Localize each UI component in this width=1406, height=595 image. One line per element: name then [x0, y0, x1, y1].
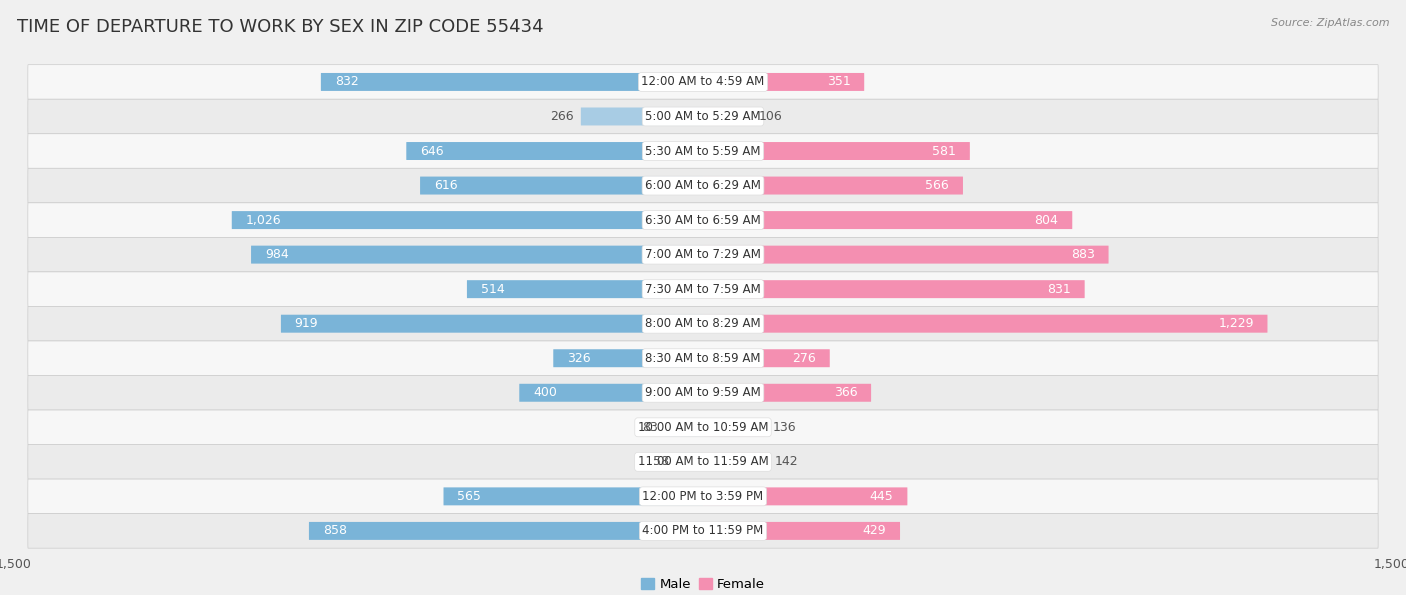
- Text: 400: 400: [533, 386, 557, 399]
- FancyBboxPatch shape: [28, 375, 1378, 410]
- Text: 883: 883: [1071, 248, 1095, 261]
- Legend: Male, Female: Male, Female: [636, 572, 770, 595]
- FancyBboxPatch shape: [703, 73, 865, 91]
- FancyBboxPatch shape: [28, 99, 1378, 134]
- FancyBboxPatch shape: [28, 444, 1378, 479]
- Text: 12:00 PM to 3:59 PM: 12:00 PM to 3:59 PM: [643, 490, 763, 503]
- Text: 566: 566: [925, 179, 949, 192]
- Text: 351: 351: [827, 76, 851, 89]
- FancyBboxPatch shape: [554, 349, 703, 367]
- Text: 8:30 AM to 8:59 AM: 8:30 AM to 8:59 AM: [645, 352, 761, 365]
- FancyBboxPatch shape: [703, 211, 1073, 229]
- Text: 276: 276: [792, 352, 815, 365]
- FancyBboxPatch shape: [28, 65, 1378, 99]
- FancyBboxPatch shape: [28, 237, 1378, 272]
- Text: 326: 326: [567, 352, 591, 365]
- Text: 514: 514: [481, 283, 505, 296]
- FancyBboxPatch shape: [703, 453, 768, 471]
- FancyBboxPatch shape: [28, 168, 1378, 203]
- Text: 429: 429: [863, 524, 886, 537]
- Text: 984: 984: [264, 248, 288, 261]
- Text: 919: 919: [295, 317, 318, 330]
- FancyBboxPatch shape: [676, 453, 703, 471]
- Text: 581: 581: [932, 145, 956, 158]
- Text: 804: 804: [1035, 214, 1059, 227]
- FancyBboxPatch shape: [703, 142, 970, 160]
- Text: 106: 106: [759, 110, 782, 123]
- Text: 58: 58: [654, 455, 669, 468]
- Text: 616: 616: [434, 179, 457, 192]
- FancyBboxPatch shape: [406, 142, 703, 160]
- Text: 858: 858: [323, 524, 347, 537]
- FancyBboxPatch shape: [703, 487, 907, 505]
- Text: 6:30 AM to 6:59 AM: 6:30 AM to 6:59 AM: [645, 214, 761, 227]
- Text: 12:00 AM to 4:59 AM: 12:00 AM to 4:59 AM: [641, 76, 765, 89]
- Text: 136: 136: [772, 421, 796, 434]
- FancyBboxPatch shape: [443, 487, 703, 505]
- FancyBboxPatch shape: [232, 211, 703, 229]
- FancyBboxPatch shape: [28, 134, 1378, 168]
- FancyBboxPatch shape: [703, 522, 900, 540]
- FancyBboxPatch shape: [28, 306, 1378, 341]
- FancyBboxPatch shape: [28, 272, 1378, 306]
- FancyBboxPatch shape: [581, 108, 703, 126]
- Text: 1,229: 1,229: [1218, 317, 1254, 330]
- Text: Source: ZipAtlas.com: Source: ZipAtlas.com: [1271, 18, 1389, 28]
- Text: 9:00 AM to 9:59 AM: 9:00 AM to 9:59 AM: [645, 386, 761, 399]
- Text: 266: 266: [550, 110, 574, 123]
- FancyBboxPatch shape: [309, 522, 703, 540]
- Text: 142: 142: [775, 455, 799, 468]
- Text: TIME OF DEPARTURE TO WORK BY SEX IN ZIP CODE 55434: TIME OF DEPARTURE TO WORK BY SEX IN ZIP …: [17, 18, 544, 36]
- FancyBboxPatch shape: [703, 418, 765, 436]
- Text: 6:00 AM to 6:29 AM: 6:00 AM to 6:29 AM: [645, 179, 761, 192]
- Text: 10:00 AM to 10:59 AM: 10:00 AM to 10:59 AM: [638, 421, 768, 434]
- Text: 7:00 AM to 7:29 AM: 7:00 AM to 7:29 AM: [645, 248, 761, 261]
- FancyBboxPatch shape: [28, 479, 1378, 513]
- Text: 5:00 AM to 5:29 AM: 5:00 AM to 5:29 AM: [645, 110, 761, 123]
- FancyBboxPatch shape: [703, 177, 963, 195]
- FancyBboxPatch shape: [519, 384, 703, 402]
- FancyBboxPatch shape: [420, 177, 703, 195]
- FancyBboxPatch shape: [252, 246, 703, 264]
- FancyBboxPatch shape: [703, 246, 1108, 264]
- Text: 8:00 AM to 8:29 AM: 8:00 AM to 8:29 AM: [645, 317, 761, 330]
- FancyBboxPatch shape: [703, 349, 830, 367]
- Text: 83: 83: [643, 421, 658, 434]
- FancyBboxPatch shape: [281, 315, 703, 333]
- FancyBboxPatch shape: [28, 341, 1378, 375]
- FancyBboxPatch shape: [665, 418, 703, 436]
- Text: 445: 445: [870, 490, 894, 503]
- FancyBboxPatch shape: [703, 108, 752, 126]
- Text: 366: 366: [834, 386, 858, 399]
- FancyBboxPatch shape: [467, 280, 703, 298]
- Text: 646: 646: [420, 145, 444, 158]
- Text: 832: 832: [335, 76, 359, 89]
- FancyBboxPatch shape: [28, 513, 1378, 548]
- Text: 831: 831: [1047, 283, 1071, 296]
- Text: 11:00 AM to 11:59 AM: 11:00 AM to 11:59 AM: [638, 455, 768, 468]
- FancyBboxPatch shape: [703, 280, 1084, 298]
- Text: 565: 565: [457, 490, 481, 503]
- Text: 4:00 PM to 11:59 PM: 4:00 PM to 11:59 PM: [643, 524, 763, 537]
- FancyBboxPatch shape: [28, 410, 1378, 444]
- FancyBboxPatch shape: [703, 315, 1267, 333]
- Text: 7:30 AM to 7:59 AM: 7:30 AM to 7:59 AM: [645, 283, 761, 296]
- Text: 5:30 AM to 5:59 AM: 5:30 AM to 5:59 AM: [645, 145, 761, 158]
- Text: 1,026: 1,026: [246, 214, 281, 227]
- FancyBboxPatch shape: [703, 384, 872, 402]
- FancyBboxPatch shape: [321, 73, 703, 91]
- FancyBboxPatch shape: [28, 203, 1378, 237]
